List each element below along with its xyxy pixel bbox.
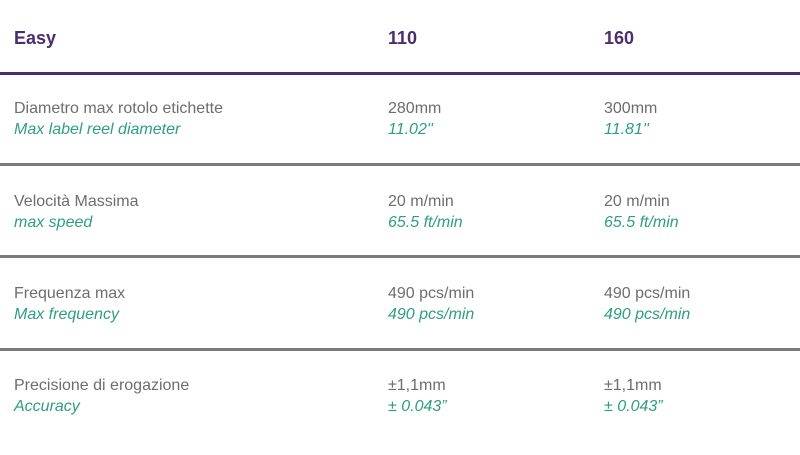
row-label-italian: Velocità Massima (14, 193, 139, 210)
value-metric: 20 m/min (388, 193, 454, 210)
row-label-italian: Diametro max rotolo etichette (14, 100, 223, 117)
row-label-italian: Precisione di erogazione (14, 377, 190, 394)
row-value-110: 280mm 11.02'' (388, 98, 441, 140)
table-header: Easy 110 160 (0, 0, 800, 74)
row-divider (0, 348, 800, 351)
table-row: Frequenza max Max frequency 490 pcs/min … (0, 283, 800, 343)
value-metric: ±1,1mm (604, 377, 662, 394)
row-divider (0, 163, 800, 166)
value-imperial: 65.5 ft/min (388, 214, 463, 231)
value-metric: 490 pcs/min (388, 285, 475, 302)
table-row: Precisione di erogazione Accuracy ±1,1mm… (0, 375, 800, 435)
header-divider (0, 72, 800, 75)
row-value-110: 20 m/min 65.5 ft/min (388, 191, 463, 233)
value-imperial: 490 pcs/min (388, 306, 475, 323)
row-value-160: 300mm 11.81'' (604, 98, 657, 140)
row-value-160: 20 m/min 65.5 ft/min (604, 191, 679, 233)
row-value-160: 490 pcs/min 490 pcs/min (604, 283, 690, 325)
row-label-italian: Frequenza max (14, 285, 126, 302)
table-row: Diametro max rotolo etichette Max label … (0, 98, 800, 158)
value-imperial: ± 0.043” (388, 398, 447, 415)
value-imperial: 65.5 ft/min (604, 214, 679, 231)
value-imperial: ± 0.043” (604, 398, 663, 415)
row-label-cell: Frequenza max Max frequency (14, 283, 125, 325)
header-model-110: 110 (388, 28, 418, 48)
value-imperial: 11.81'' (604, 121, 649, 138)
row-label-english: Accuracy (14, 398, 80, 415)
row-divider (0, 255, 800, 258)
row-label-english: Max frequency (14, 306, 119, 323)
value-metric: 300mm (604, 100, 658, 117)
value-imperial: 11.02'' (388, 121, 433, 138)
row-label-english: Max label reel diameter (14, 121, 181, 138)
value-metric: 20 m/min (604, 193, 670, 210)
value-imperial: 490 pcs/min (604, 306, 691, 323)
value-metric: ±1,1mm (388, 377, 446, 394)
header-model-160: 160 (604, 28, 635, 48)
row-value-110: ±1,1mm ± 0.043” (388, 375, 447, 417)
table-row: Velocità Massima max speed 20 m/min 65.5… (0, 191, 800, 251)
header-product-name: Easy (14, 28, 57, 48)
row-label-cell: Precisione di erogazione Accuracy (14, 375, 189, 417)
value-metric: 280mm (388, 100, 442, 117)
value-metric: 490 pcs/min (604, 285, 691, 302)
row-label-english: max speed (14, 214, 93, 231)
row-label-cell: Velocità Massima max speed (14, 191, 139, 233)
row-value-160: ±1,1mm ± 0.043” (604, 375, 663, 417)
row-value-110: 490 pcs/min 490 pcs/min (388, 283, 474, 325)
row-label-cell: Diametro max rotolo etichette Max label … (14, 98, 223, 140)
